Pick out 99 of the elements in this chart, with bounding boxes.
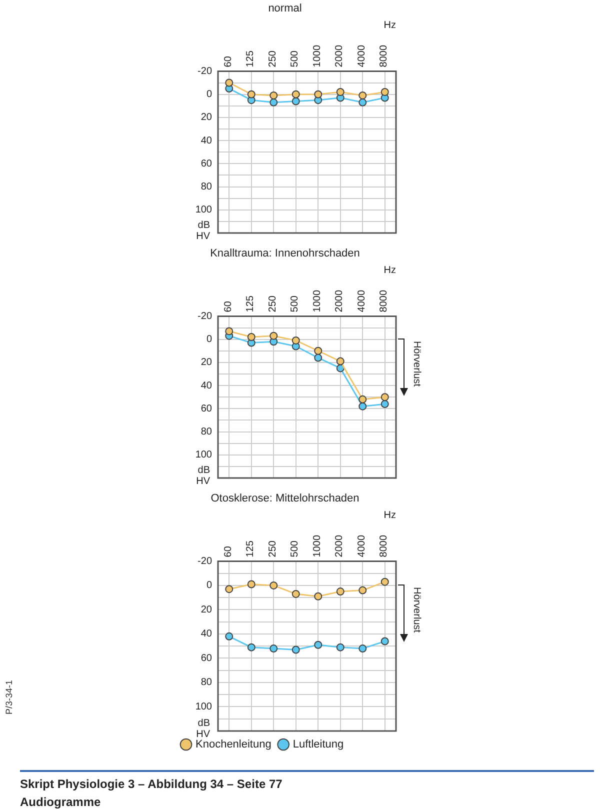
- point: [247, 333, 256, 342]
- y-tick-label: 60: [200, 158, 212, 170]
- point: [358, 98, 367, 106]
- point: [358, 402, 367, 410]
- point: [380, 393, 389, 402]
- point: [225, 632, 234, 640]
- chart-title: Knalltrauma: Innenohrschaden: [210, 248, 360, 260]
- point: [270, 332, 278, 340]
- x-tick-label: 4000: [356, 534, 368, 558]
- x-axis-title: Hz: [384, 264, 396, 276]
- point: [336, 588, 344, 596]
- point: [225, 585, 234, 594]
- y-axis-title: dB HV: [196, 464, 210, 487]
- y-tick-label: -20: [198, 310, 212, 322]
- y-axis-title: dB HV: [196, 220, 210, 242]
- point: [358, 644, 367, 653]
- chart-title: normal: [268, 2, 302, 15]
- y-tick-label: 0: [206, 89, 212, 100]
- point: [380, 578, 389, 586]
- point: [380, 637, 389, 646]
- point: [225, 78, 234, 87]
- point: [292, 646, 300, 654]
- point: [336, 357, 344, 366]
- y-tick-label: 20: [200, 112, 212, 124]
- point: [314, 90, 322, 98]
- chart-title: Otosklerose: Mittelohrschaden: [210, 492, 360, 505]
- y-tick-label: 20: [200, 357, 212, 368]
- point: [380, 400, 389, 408]
- legend-label: Luftleitung: [292, 738, 344, 751]
- y-axis-title: dB HV: [196, 718, 210, 740]
- y-tick-label: 60: [200, 652, 212, 664]
- x-axis-title: Hz: [384, 510, 396, 521]
- x-tick-label: 125: [245, 540, 256, 558]
- point: [314, 592, 322, 600]
- point: [314, 354, 322, 362]
- point: [292, 336, 300, 344]
- x-tick-label: 250: [267, 540, 278, 558]
- x-tick-label: 8000: [378, 534, 390, 558]
- point: [358, 586, 367, 594]
- x-tick-label: 500: [290, 50, 301, 68]
- text: Skript Physiologie 3 – Abbildung 34 – Seite 77: [20, 777, 282, 791]
- x-tick-label: 60: [222, 56, 234, 68]
- y-tick-label: -20: [198, 556, 212, 567]
- y-tick-label: -20: [198, 66, 212, 77]
- x-tick-label: 60: [222, 546, 234, 558]
- text: Hörverlust: [411, 341, 422, 387]
- point: [247, 90, 256, 98]
- y-tick-label: 0: [206, 580, 212, 592]
- x-tick-label: 1000: [312, 44, 323, 68]
- point: [336, 643, 344, 652]
- point: [247, 580, 256, 588]
- x-tick-label: 1000: [312, 534, 323, 558]
- text: P/3-34-1: [4, 680, 14, 715]
- x-tick-label: 60: [222, 300, 234, 312]
- x-tick-label: 8000: [378, 290, 390, 312]
- point: [358, 395, 367, 404]
- x-tick-label: 500: [290, 540, 301, 558]
- x-tick-label: 500: [290, 295, 301, 312]
- x-tick-label: 250: [267, 295, 278, 312]
- x-tick-label: 2000: [334, 44, 346, 68]
- y-tick-label: 0: [206, 334, 212, 346]
- point: [270, 581, 278, 590]
- point: [358, 91, 367, 100]
- y-tick-label: 80: [200, 677, 212, 688]
- y-tick-label: 80: [200, 426, 212, 438]
- x-tick-label: 2000: [334, 290, 346, 312]
- x-tick-label: 125: [245, 295, 256, 312]
- x-tick-label: 1000: [312, 290, 323, 312]
- point: [270, 91, 278, 100]
- point: [225, 327, 234, 336]
- point: [314, 640, 322, 649]
- legend-label: Knochenleitung: [196, 738, 272, 751]
- x-tick-label: 125: [245, 50, 256, 68]
- x-tick-label: 4000: [356, 290, 368, 312]
- y-tick-label: 40: [200, 628, 212, 640]
- x-tick-label: 2000: [334, 534, 346, 558]
- y-tick-label: 20: [200, 604, 212, 616]
- y-tick-label: 100: [195, 701, 212, 712]
- point: [270, 644, 278, 653]
- x-tick-label: 250: [267, 50, 278, 68]
- y-tick-label: 100: [195, 204, 212, 216]
- point: [292, 97, 300, 106]
- text: Hörverlust: [411, 587, 422, 634]
- y-tick-label: 40: [200, 135, 212, 146]
- x-tick-label: 4000: [356, 44, 368, 68]
- y-tick-label: 80: [200, 182, 212, 193]
- text: Audiogramme: [20, 795, 101, 809]
- point: [292, 590, 300, 598]
- x-axis-title: Hz: [384, 20, 396, 31]
- point: [314, 346, 322, 355]
- point: [292, 90, 300, 98]
- x-tick-label: 8000: [378, 44, 390, 68]
- y-tick-label: 60: [200, 403, 212, 414]
- point: [270, 98, 278, 106]
- point: [247, 643, 256, 652]
- y-tick-label: 100: [195, 450, 212, 461]
- point: [380, 88, 389, 96]
- y-tick-label: 40: [200, 380, 212, 392]
- point: [336, 88, 344, 96]
